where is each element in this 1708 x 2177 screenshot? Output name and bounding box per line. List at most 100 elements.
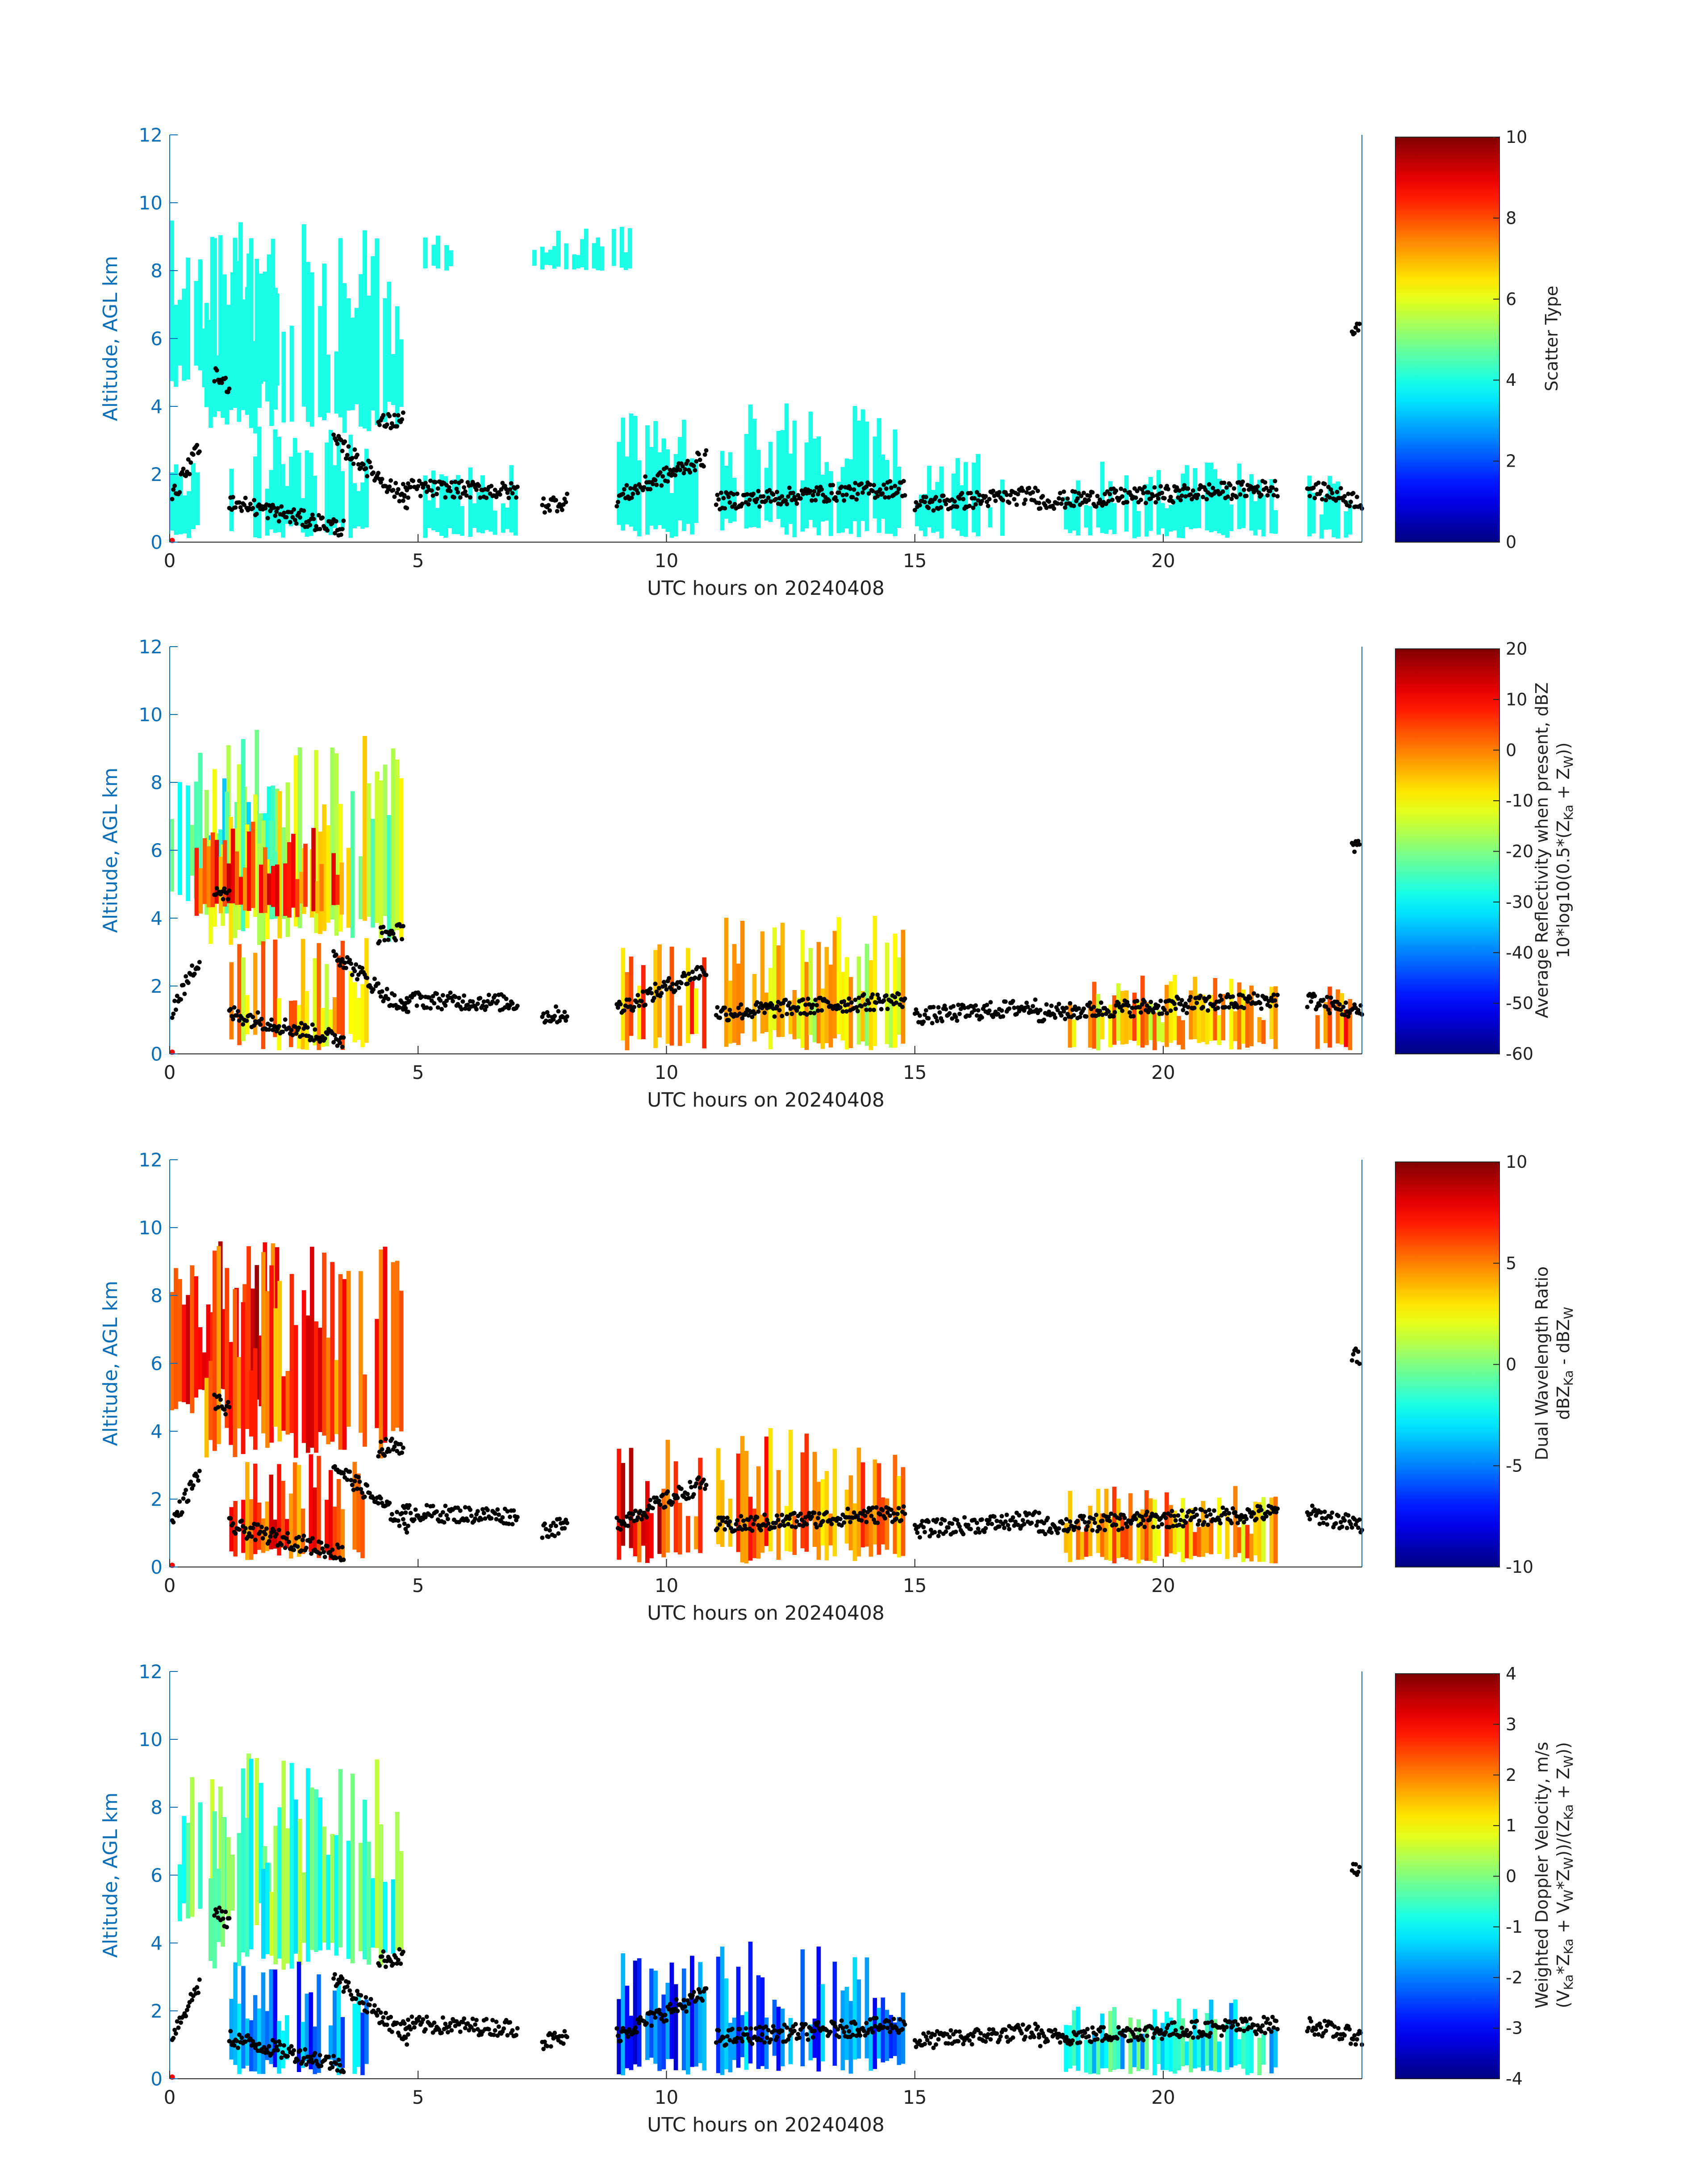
cloud-base-point	[462, 2016, 467, 2021]
cloud-base-point	[944, 1529, 948, 1534]
heatmap-cell	[182, 1816, 186, 1903]
cloud-base-point	[556, 1531, 561, 1536]
cloud-base-point	[780, 494, 785, 499]
heatmap-cell	[170, 1292, 174, 1411]
cloud-base-point	[214, 368, 219, 373]
heatmap-cell	[776, 945, 781, 1037]
cloud-base-point	[1195, 493, 1200, 497]
cloud-base-point	[618, 1002, 623, 1007]
cloud-base-point	[294, 1031, 299, 1036]
cloud-base-point	[955, 1518, 960, 1523]
cloud-base-point	[1024, 490, 1029, 495]
cloud-base-point	[796, 1005, 801, 1010]
cloud-base-point	[776, 1517, 781, 1522]
cloud-base-point	[1320, 1516, 1324, 1521]
cloud-base-point	[1225, 494, 1230, 499]
heatmap-cell	[897, 466, 902, 528]
cloud-base-point	[1137, 2027, 1142, 2032]
heatmap-cell	[336, 955, 341, 1034]
cloud-base-point	[997, 490, 1002, 495]
heatmap-cell	[1311, 493, 1316, 534]
cloud-base-point	[1055, 501, 1060, 506]
heatmap-cell	[832, 1449, 837, 1557]
cloud-base-point	[1098, 1008, 1102, 1013]
cloud-base-point	[948, 2028, 953, 2033]
cloud-base-point	[508, 2020, 513, 2025]
cloud-base-point	[1245, 999, 1250, 1004]
cloud-base-point	[281, 510, 286, 515]
cloud-base-point	[255, 1522, 260, 1527]
heatmap-cell	[768, 1428, 773, 1551]
cloud-base-point	[1181, 487, 1186, 491]
cloud-base-point	[859, 481, 864, 486]
cloud-base-point	[480, 1003, 485, 1008]
cloud-base-point	[1066, 1527, 1071, 1532]
cloud-base-point	[1207, 2034, 1211, 2039]
cloud-base-point	[978, 2031, 983, 2036]
cloud-base-point	[368, 465, 373, 470]
cloud-base-point	[356, 1475, 361, 1479]
cloud-base-point	[740, 501, 745, 506]
cloud-base-point	[982, 1529, 987, 1534]
cloud-base-point	[1264, 1514, 1269, 1519]
cloud-base-point	[1352, 849, 1357, 854]
cloud-base-point	[1176, 996, 1181, 1001]
cloud-base-point	[186, 1498, 191, 1503]
cloud-base-point	[634, 1000, 639, 1004]
heatmap-layer	[194, 822, 344, 918]
cloud-base-point	[171, 1520, 176, 1525]
cloud-base-point	[869, 1513, 874, 1518]
heatmap-cell	[1229, 978, 1234, 1049]
y-axis-label: Altitude, AGL km	[99, 1281, 122, 1446]
cloud-base-point	[1218, 993, 1223, 998]
heatmap-cell	[198, 868, 203, 914]
heatmap-cell	[600, 246, 604, 271]
cloud-base-point	[973, 502, 978, 507]
cloud-base-point	[341, 2069, 346, 2074]
cloud-base-point	[950, 1521, 955, 1526]
cloud-base-point	[1307, 493, 1312, 498]
cloud-base-point	[645, 1507, 650, 1512]
cloud-base-point	[1059, 501, 1064, 506]
heatmap-cell	[289, 1274, 294, 1433]
heatmap-cell	[736, 1454, 741, 1552]
cloud-base-point	[388, 478, 393, 483]
cloud-base-point	[392, 413, 397, 418]
heatmap-cell	[1169, 505, 1173, 532]
colorbar-formula-part: + V	[1553, 1902, 1573, 1939]
heatmap-cell	[1076, 480, 1081, 536]
cloud-base-point	[443, 2022, 448, 2027]
heatmap-cell	[379, 1824, 384, 1966]
colorbar-tick-label: -4	[1506, 2069, 1523, 2089]
cloud-base-point	[855, 491, 860, 496]
cloud-base-point	[870, 489, 875, 493]
heatmap-cell	[1201, 1501, 1205, 1557]
cloud-base-point	[986, 2032, 990, 2037]
cloud-base-point	[1073, 489, 1077, 494]
heatmap-cell	[261, 1252, 266, 1433]
heatmap-cell	[238, 877, 243, 905]
cloud-base-point	[884, 993, 889, 998]
heatmap-cell	[864, 1512, 869, 1547]
cloud-base-point	[332, 1972, 337, 1977]
heatmap-cell	[249, 1370, 254, 1437]
cloud-base-point	[1356, 1869, 1361, 1874]
cloud-base-point	[999, 1514, 1004, 1519]
heatmap-cell	[1229, 2003, 1234, 2068]
heatmap-cell	[780, 923, 785, 1037]
cloud-base-point	[718, 1522, 722, 1527]
cloud-base-point	[827, 498, 831, 503]
cloud-base-point	[755, 1515, 760, 1520]
cloud-base-point	[1068, 1001, 1073, 1006]
heatmap-cell	[1225, 2022, 1230, 2070]
cloud-base-point	[341, 518, 346, 523]
heatmap-cell	[204, 303, 209, 407]
heatmap-cell	[255, 1758, 259, 1925]
cloud-base-point	[317, 2053, 322, 2058]
heatmap-cell	[686, 1516, 690, 1553]
cloud-base-point	[684, 2009, 689, 2014]
cloud-base-point	[350, 455, 355, 460]
cloud-base-point	[639, 1517, 644, 1522]
heatmap-cell	[860, 1462, 865, 1547]
cloud-base-point	[246, 1534, 251, 1539]
